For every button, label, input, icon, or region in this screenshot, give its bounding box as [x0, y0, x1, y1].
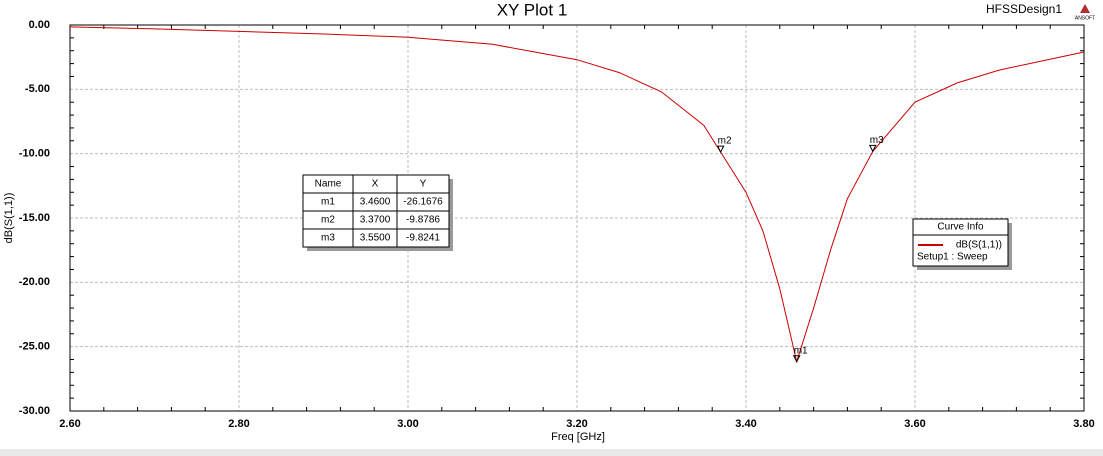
x-tick-label: 3.80	[1073, 418, 1094, 430]
table-cell: 3.3700	[360, 215, 391, 226]
marker	[868, 144, 877, 153]
legend	[912, 218, 1009, 267]
table-cell: -26.1676	[403, 197, 443, 208]
marker	[716, 145, 725, 154]
marker-label: m1	[794, 345, 808, 356]
y-tick-label: -5.00	[25, 83, 50, 95]
y-tick-label: -25.00	[19, 341, 50, 353]
marker-label: m2	[718, 136, 732, 147]
logo: ANSOFT	[1075, 15, 1095, 21]
y-tick-label: -20.00	[19, 276, 50, 288]
table-cell: 3.4600	[360, 197, 391, 208]
x-tick-label: 3.60	[904, 418, 925, 430]
scrollbar[interactable]	[0, 449, 1103, 456]
table-cell: m2	[321, 215, 335, 226]
x-tick-label: 3.20	[566, 418, 587, 430]
legend-entry: dB(S(1,1))	[956, 240, 1002, 251]
marker-label: m3	[870, 135, 884, 146]
design-name: HFSSDesign1	[986, 2, 1062, 16]
plot-frame	[69, 24, 1085, 412]
legend-title: Curve Info	[937, 222, 984, 233]
table-cell: -9.8241	[406, 233, 440, 244]
x-tick-label: 2.60	[59, 418, 80, 430]
y-axis-label: dB(S(1,1))	[3, 193, 15, 244]
logo-icon	[1080, 4, 1090, 13]
table-cell: m3	[321, 233, 335, 244]
table-header: Y	[420, 179, 427, 190]
x-tick-label: 3.00	[397, 418, 418, 430]
chart-title: XY Plot 1	[497, 0, 568, 19]
table-cell: m1	[321, 197, 335, 208]
x-tick-label: 2.80	[228, 418, 249, 430]
y-tick-label: -10.00	[19, 148, 50, 160]
x-tick-label: 3.40	[735, 418, 756, 430]
x-axis-label: Freq [GHz]	[551, 431, 605, 443]
curve	[69, 26, 1085, 364]
table-header: Name	[315, 179, 342, 190]
y-tick-label: -15.00	[19, 212, 50, 224]
y-tick-label: 0.00	[29, 19, 50, 31]
table-cell: 3.5500	[360, 233, 391, 244]
legend-subtitle: Setup1 : Sweep	[917, 252, 988, 263]
y-tick-label: -30.00	[19, 405, 50, 417]
table-header: X	[372, 179, 379, 190]
marker	[792, 355, 801, 363]
table-cell: -9.8786	[406, 215, 440, 226]
